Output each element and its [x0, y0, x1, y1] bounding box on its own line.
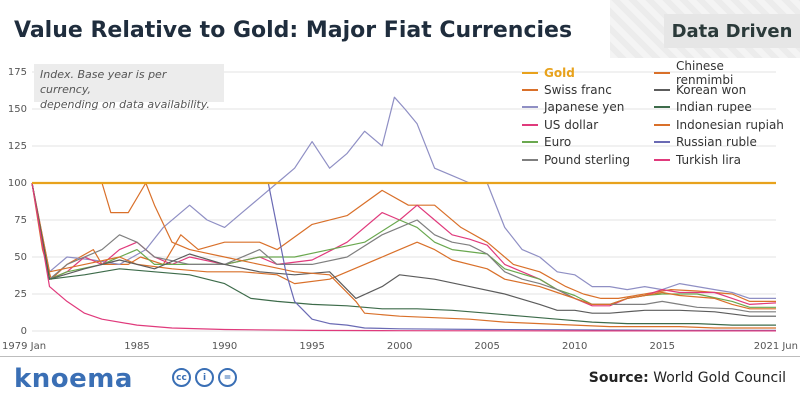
- legend-label: Japanese yen: [544, 100, 625, 115]
- legend-swatch: [654, 141, 670, 144]
- legend-swatch: [522, 89, 538, 92]
- legend-item-chinese-renmimbi: Chinese renmimbi: [654, 59, 784, 87]
- legend-label: Pound sterling: [544, 152, 630, 167]
- x-tick-label-1990: 1990: [212, 341, 237, 352]
- series-line-indonesian-rupiah: [101, 182, 776, 329]
- source-caption: Source: World Gold Council: [589, 370, 786, 386]
- legend-label: Gold: [544, 65, 575, 80]
- x-tick-label-2005: 2005: [474, 341, 499, 352]
- legend-item-pound-sterling: Pound sterling: [522, 151, 654, 168]
- x-tick-label-2010: 2010: [562, 341, 587, 352]
- chart-series: [31, 96, 777, 332]
- legend-item-russian-ruble: Russian ruble: [654, 134, 784, 151]
- x-tick-label-2000: 2000: [387, 341, 412, 352]
- footer-divider: [0, 356, 800, 357]
- legend-label: Swiss franc: [544, 83, 612, 98]
- x-axis-tick-labels: 1979 Jan 1985 1990 1995 2000 2005 2010 2015 2021…: [2, 341, 798, 352]
- legend-item-indonesian-rupiah: Indonesian rupiah: [654, 116, 784, 133]
- x-tick-label-1995: 1995: [299, 341, 324, 352]
- x-tick-label-1979-jan: 1979 Jan: [2, 341, 46, 352]
- knoema-logo: knoema: [14, 364, 133, 394]
- y-tick-label-125: 125: [8, 141, 27, 152]
- y-tick-label-0: 0: [21, 326, 27, 337]
- legend-item-indian-rupee: Indian rupee: [654, 99, 784, 116]
- legend-swatch: [654, 123, 670, 126]
- legend-label: Chinese renmimbi: [676, 58, 734, 87]
- legend-item-euro: Euro: [522, 134, 654, 151]
- brand-badge: Data Driven: [664, 14, 800, 48]
- legend-label: Indonesian rupiah: [676, 117, 784, 132]
- chart-note-line-2: depending on data availability.: [40, 98, 210, 111]
- legend-item-japanese-yen: Japanese yen: [522, 99, 654, 116]
- series-line-swiss-franc: [31, 182, 776, 302]
- series-line-japanese-yen: [31, 96, 776, 299]
- page-title: Value Relative to Gold: Major Fiat Curre…: [14, 18, 573, 43]
- legend-swatch: [654, 89, 670, 92]
- chart-note: Index. Base year is per currency, depend…: [34, 64, 224, 111]
- x-tick-label-2021-jun: 2021 Jun: [754, 341, 798, 352]
- y-tick-label-50: 50: [14, 252, 27, 263]
- license-icons: cc i =: [172, 368, 237, 387]
- legend-label: Indian rupee: [676, 100, 752, 115]
- legend-item-turkish-lira: Turkish lira: [654, 151, 784, 168]
- y-tick-label-150: 150: [8, 104, 27, 115]
- legend-item-gold: Gold: [522, 64, 654, 81]
- series-line-indian-rupee: [31, 182, 776, 326]
- legend-label: Russian ruble: [676, 135, 757, 150]
- series-line-us-dollar: [31, 182, 777, 307]
- legend-swatch: [654, 71, 670, 74]
- legend-label: Korean won: [676, 83, 747, 98]
- series-line-korean-won: [31, 182, 776, 317]
- legend-item-swiss-franc: Swiss franc: [522, 81, 654, 98]
- y-tick-label-175: 175: [8, 67, 27, 78]
- cc-icon: cc: [172, 368, 191, 387]
- legend-swatch: [654, 106, 670, 109]
- y-tick-label-75: 75: [14, 215, 27, 226]
- by-icon: i: [195, 368, 214, 387]
- legend-swatch: [522, 123, 538, 126]
- legend-label: Turkish lira: [676, 152, 741, 167]
- legend-label: US dollar: [544, 117, 599, 132]
- legend-label: Euro: [544, 135, 572, 150]
- legend-item-korean-won: Korean won: [654, 81, 784, 98]
- chart-note-line-1: Index. Base year is per currency,: [40, 68, 167, 96]
- series-line-chinese-renmimbi: [31, 182, 776, 310]
- legend-swatch: [522, 71, 538, 74]
- series-line-turkish-lira: [31, 182, 776, 332]
- series-line-russian-ruble: [267, 182, 777, 331]
- y-axis-tick-labels: 0 25 50 75 100 125 150 175: [8, 67, 27, 337]
- legend-swatch: [654, 158, 670, 161]
- legend-swatch: [522, 158, 538, 161]
- legend-swatch: [522, 106, 538, 109]
- legend-swatch: [522, 141, 538, 144]
- x-tick-label-2015: 2015: [649, 341, 674, 352]
- series-line-pound-sterling: [31, 182, 776, 313]
- y-tick-label-25: 25: [14, 289, 27, 300]
- legend-item-us-dollar: US dollar: [522, 116, 654, 133]
- nd-icon: =: [218, 368, 237, 387]
- x-tick-label-1985: 1985: [124, 341, 149, 352]
- line-chart: 0 25 50 75 100 125 150 175 1979 Jan 1985 1990 1995…: [2, 67, 798, 352]
- chart-legend: Gold Chinese renmimbi Swiss franc Korean wo…: [522, 59, 784, 168]
- source-value: World Gold Council: [653, 370, 786, 386]
- source-label: Source:: [588, 370, 649, 386]
- y-tick-label-100: 100: [8, 178, 27, 189]
